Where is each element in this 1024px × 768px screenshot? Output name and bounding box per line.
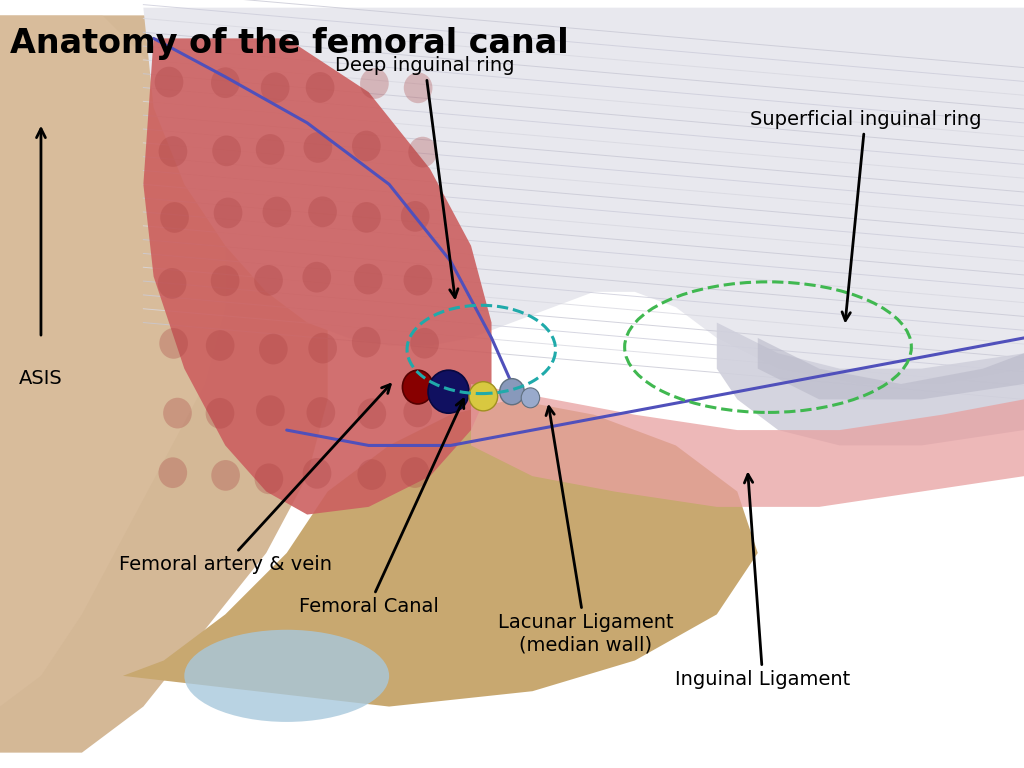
Ellipse shape (261, 72, 290, 103)
Ellipse shape (206, 398, 234, 429)
Ellipse shape (354, 263, 383, 294)
Text: Superficial inguinal ring: Superficial inguinal ring (750, 110, 981, 320)
Ellipse shape (211, 266, 240, 296)
Ellipse shape (255, 463, 284, 494)
Polygon shape (0, 15, 328, 753)
Text: Femoral Canal: Femoral Canal (299, 399, 464, 616)
Ellipse shape (357, 399, 386, 429)
Ellipse shape (302, 262, 331, 293)
Text: Lacunar Ligament
(median wall): Lacunar Ligament (median wall) (498, 407, 674, 654)
Polygon shape (0, 15, 225, 707)
Ellipse shape (306, 72, 335, 103)
Polygon shape (143, 38, 492, 515)
Polygon shape (123, 399, 758, 707)
Polygon shape (143, 8, 1024, 384)
Ellipse shape (352, 131, 381, 161)
Ellipse shape (400, 201, 429, 232)
Text: Deep inguinal ring: Deep inguinal ring (335, 56, 515, 297)
Ellipse shape (211, 460, 240, 491)
Ellipse shape (352, 327, 381, 358)
Text: Inguinal Ligament: Inguinal Ligament (675, 475, 851, 689)
Ellipse shape (428, 370, 469, 413)
Ellipse shape (360, 68, 389, 99)
Ellipse shape (159, 457, 187, 488)
Ellipse shape (403, 72, 432, 103)
Text: ASIS: ASIS (19, 369, 62, 388)
Ellipse shape (256, 396, 285, 426)
Ellipse shape (303, 458, 332, 488)
Ellipse shape (400, 457, 429, 488)
Ellipse shape (158, 268, 186, 299)
Ellipse shape (402, 370, 433, 404)
Polygon shape (471, 384, 1024, 507)
Polygon shape (717, 323, 1024, 445)
Ellipse shape (163, 398, 191, 429)
Ellipse shape (308, 333, 337, 363)
Ellipse shape (303, 132, 332, 163)
Ellipse shape (184, 630, 389, 722)
Ellipse shape (155, 67, 183, 98)
Ellipse shape (159, 136, 187, 167)
Ellipse shape (160, 328, 188, 359)
Ellipse shape (254, 265, 283, 296)
Ellipse shape (411, 328, 439, 359)
Ellipse shape (211, 68, 240, 98)
Text: Anatomy of the femoral canal: Anatomy of the femoral canal (10, 27, 569, 60)
Ellipse shape (262, 197, 291, 227)
Ellipse shape (357, 459, 386, 490)
Ellipse shape (160, 202, 188, 233)
Ellipse shape (469, 382, 498, 411)
Ellipse shape (206, 330, 234, 361)
Ellipse shape (403, 396, 432, 427)
Polygon shape (758, 338, 1024, 399)
Text: Femoral artery & vein: Femoral artery & vein (119, 385, 390, 574)
Ellipse shape (212, 135, 241, 166)
Ellipse shape (308, 197, 337, 227)
Ellipse shape (403, 265, 432, 296)
Ellipse shape (214, 197, 243, 228)
Ellipse shape (409, 137, 437, 167)
Ellipse shape (256, 134, 285, 165)
Ellipse shape (500, 379, 524, 405)
Ellipse shape (352, 202, 381, 233)
Ellipse shape (259, 334, 288, 365)
Ellipse shape (521, 388, 540, 408)
Ellipse shape (306, 397, 335, 428)
